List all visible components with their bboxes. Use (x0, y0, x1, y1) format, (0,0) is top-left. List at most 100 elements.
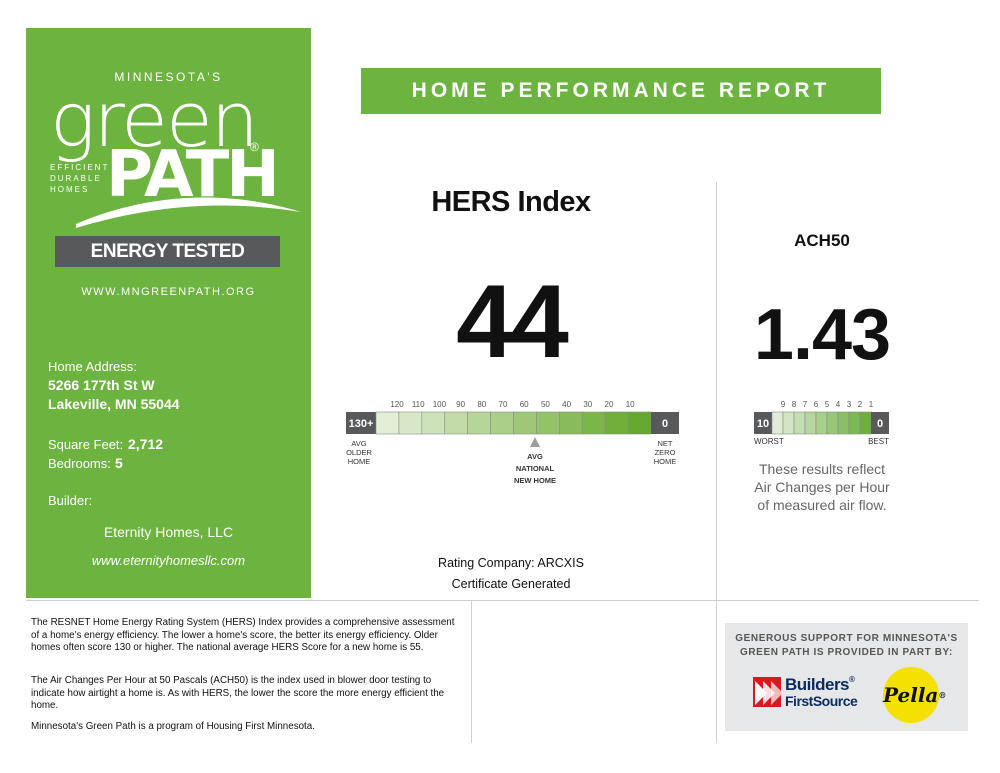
builders-firstsource-logo-icon (753, 677, 781, 707)
hers-right-end-box (651, 412, 679, 434)
ach50-best-caption: BEST (868, 437, 889, 446)
ach50-segment (771, 411, 784, 435)
divider-horizontal (26, 600, 979, 601)
hers-segment (559, 411, 583, 435)
program-website: WWW.MNGREENPATH.ORG (81, 286, 256, 298)
hers-tick-label: 60 (520, 400, 529, 409)
ach50-description: The Air Changes Per Hour at 50 Pascals (… (31, 675, 445, 711)
ach50-tick-label: 7 (803, 400, 808, 409)
square-feet-value: 2,712 (128, 436, 164, 452)
ach50-tick-label: 4 (836, 400, 841, 409)
hers-segment (581, 411, 606, 435)
hers-segment (536, 411, 560, 435)
hers-title: HERS Index (431, 186, 591, 218)
hers-tick-label: 40 (562, 400, 571, 409)
program-description: Minnesota's Green Path is a program of H… (31, 721, 315, 732)
ach50-segment (782, 411, 795, 435)
hers-tick-label: 10 (626, 400, 635, 409)
hers-right-caption: NET (658, 439, 673, 448)
builder-label: Builder: (48, 493, 93, 508)
hers-avg-marker-icon (530, 437, 540, 447)
hers-segment (604, 411, 629, 435)
hers-left-caption: AVG (351, 439, 366, 448)
ach50-score: 1.43 (753, 295, 891, 375)
builders-firstsource-line2: FirstSource (785, 693, 858, 709)
hers-avg-caption: NATIONAL (516, 464, 555, 473)
hers-right-caption: ZERO (655, 448, 676, 457)
hers-tick-label: 30 (583, 400, 592, 409)
hers-left-caption: OLDER (346, 448, 372, 457)
program-panel: MINNESOTA'S green EFFICIENT DURABLE HOME… (26, 28, 311, 598)
hers-tick-label: 80 (477, 400, 486, 409)
hers-segment (627, 411, 652, 435)
hers-description: The RESNET Home Energy Rating System (HE… (31, 617, 455, 653)
ach50-segment (826, 411, 839, 435)
logo-registered-mark: ® (250, 140, 259, 154)
ach50-left-end-label: 10 (757, 418, 769, 430)
hers-segment (467, 411, 491, 435)
hers-segment (375, 411, 400, 435)
ach50-tick-label: 3 (847, 400, 852, 409)
ach50-note: These results reflect Air Changes per Ho… (716, 460, 928, 514)
ach50-tick-label: 9 (781, 400, 786, 409)
ach50-tick-label: 2 (858, 400, 863, 409)
hers-segment (421, 411, 446, 435)
ach50-note-line: These results reflect (758, 461, 886, 477)
ach50-segment (848, 411, 861, 435)
hers-segment (490, 411, 514, 435)
hers-segments (375, 411, 652, 435)
logo-green-text: green (50, 75, 259, 164)
pella-logo: Pella® (883, 667, 946, 723)
builders-firstsource-name: Builders® (785, 675, 855, 695)
ach50-title: ACH50 (794, 231, 850, 250)
address-city: Lakeville, MN 55044 (48, 396, 180, 412)
sponsor-text: GENEROUS SUPPORT FOR MINNESOTA'S GREEN P… (725, 632, 968, 660)
builder-name: Eternity Homes, LLC (103, 524, 234, 540)
certificate-status: Certificate Generated (451, 577, 571, 591)
hers-segment (398, 411, 423, 435)
ach50-segment (837, 411, 850, 435)
bedrooms-value: 5 (115, 455, 123, 471)
hers-segment (444, 411, 468, 435)
ach50-segments (771, 411, 872, 435)
ach50-tick-label: 1 (869, 400, 874, 409)
pella-registered: ® (938, 690, 947, 700)
ach50-segment (793, 411, 806, 435)
hers-left-caption: HOME (348, 457, 371, 466)
hers-tick-labels: 120 110 100 90 80 70 60 50 40 30 20 10 (390, 400, 635, 409)
ach50-left-end-box (754, 412, 772, 434)
hers-tick-label: 100 (433, 400, 447, 409)
ach50-segment (815, 411, 828, 435)
hers-left-end-box (346, 412, 376, 434)
builder-website: www.eternityhomesllc.com (91, 553, 246, 568)
divider-vertical (716, 600, 717, 743)
logo-minnesota-text: MINNESOTA'S (114, 70, 223, 84)
ach50-segment (804, 411, 817, 435)
logo-tagline: EFFICIENT DURABLE HOMES (50, 162, 140, 195)
builders-firstsource-registered: ® (849, 675, 855, 684)
ach50-right-end-label: 0 (877, 418, 883, 430)
ach50-segment (859, 411, 872, 435)
sponsor-box: GENEROUS SUPPORT FOR MINNESOTA'S GREEN P… (725, 623, 968, 731)
report-title: HOME PERFORMANCE REPORT (361, 68, 881, 114)
energy-tested-badge: ENERGY TESTED (55, 236, 280, 267)
logo-tagline-line: EFFICIENT (50, 163, 110, 172)
sponsor-text-line: GENEROUS SUPPORT FOR MINNESOTA'S (735, 633, 958, 644)
ach50-right-end-box (871, 412, 889, 434)
hers-score: 44 (456, 264, 569, 380)
bedrooms-label: Bedrooms: (48, 456, 111, 471)
logo-tagline-line: DURABLE (50, 174, 102, 183)
logo-swoosh-icon (76, 197, 301, 228)
hers-tick-label: 120 (390, 400, 404, 409)
hers-avg-caption: AVG (527, 452, 543, 461)
ach50-tick-label: 5 (825, 400, 830, 409)
address-label: Home Address: (48, 359, 137, 374)
hers-tick-label: 110 (412, 400, 425, 409)
ach50-tick-label: 6 (814, 400, 819, 409)
ach50-note-line: of measured air flow. (757, 497, 887, 513)
hers-tick-label: 90 (456, 400, 465, 409)
hers-right-caption: HOME (654, 457, 677, 466)
pella-name: Pella (883, 683, 939, 707)
